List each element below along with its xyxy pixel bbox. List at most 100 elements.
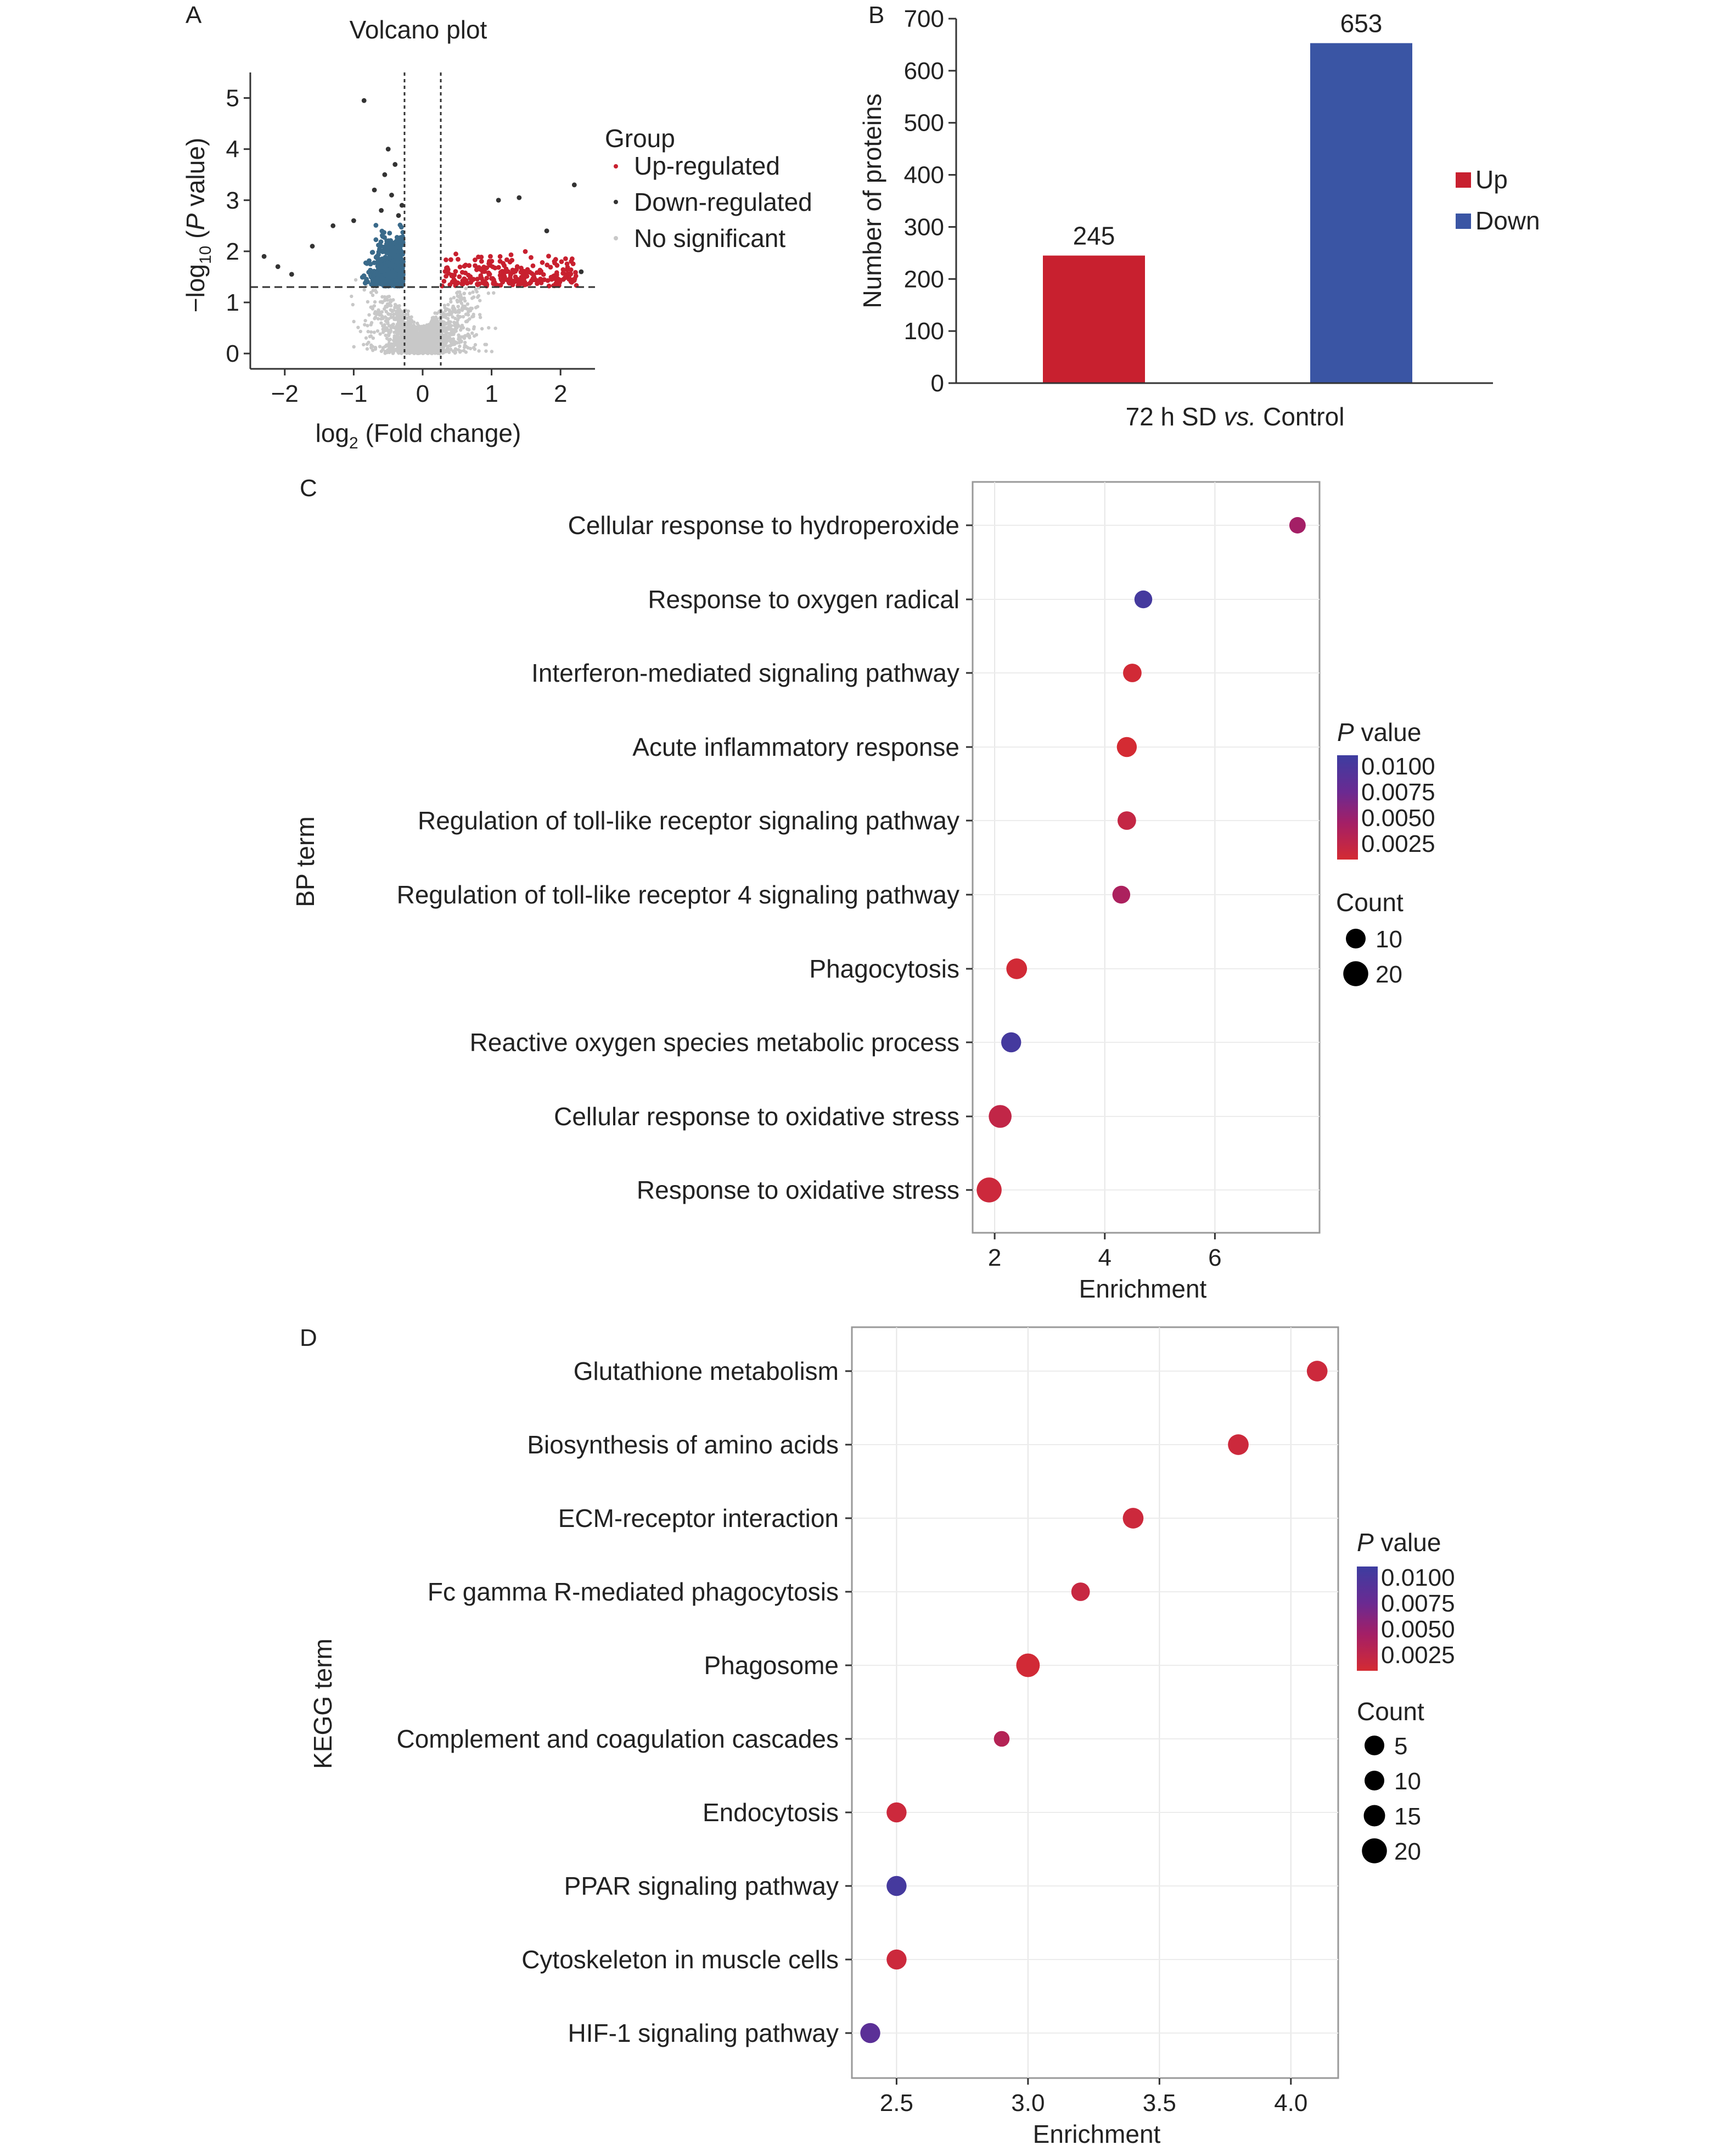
- volcano-point-down: [388, 279, 393, 285]
- legend-dot-ns: [614, 236, 618, 240]
- volcano-point-ns: [399, 341, 403, 345]
- volcano-point-outlier: [330, 223, 336, 228]
- volcano-point-down: [385, 244, 390, 250]
- volcano-point-ns: [409, 349, 413, 353]
- volcano-point-up: [475, 282, 480, 288]
- volcano-point-ns: [389, 298, 392, 302]
- volcano-point-down: [365, 279, 370, 284]
- volcano-point-up: [557, 277, 562, 283]
- volcano-point-ns: [392, 312, 396, 316]
- volcano-x-tick-label: −2: [271, 380, 299, 407]
- volcano-point-ns: [390, 323, 395, 327]
- bar-down: [1310, 43, 1412, 383]
- volcano-point-ns: [358, 329, 363, 334]
- volcano-point-ns: [385, 343, 389, 347]
- volcano-point-ns: [387, 302, 391, 306]
- volcano-point-up: [466, 272, 471, 278]
- volcano-y-tick-label: 2: [226, 238, 239, 265]
- volcano-point-ns: [387, 341, 391, 345]
- volcano-x-ticks: −2 −1 0 1 2: [271, 369, 567, 407]
- volcano-point-up: [498, 270, 503, 275]
- colorbar-tick-label: 0.0075: [1381, 1590, 1455, 1617]
- term-label: Phagosome: [704, 1651, 839, 1680]
- volcano-point-down: [390, 259, 396, 264]
- term-label: Regulation of toll-like receptor signali…: [418, 806, 959, 835]
- kegg-size-legend: Count 5 10 15 20: [1357, 1697, 1424, 1865]
- bar-y-tick-label: 200: [904, 266, 944, 293]
- volcano-point-ns: [416, 345, 420, 350]
- volcano-point-ns: [429, 328, 433, 332]
- bp-dot-plot: Cellular response to hydroperoxide Respon…: [291, 481, 1435, 1303]
- volcano-legend: Group Up-regulated Down-regulated No sig…: [605, 124, 812, 252]
- volcano-point-ns: [389, 308, 392, 312]
- volcano-point-up: [444, 273, 448, 279]
- volcano-point-ns: [407, 324, 411, 328]
- volcano-point-ns: [464, 345, 468, 349]
- volcano-point-down: [398, 240, 403, 245]
- volcano-point-up: [461, 280, 467, 285]
- volcano-point-ns: [397, 319, 401, 323]
- volcano-point-up: [502, 263, 507, 268]
- volcano-point-ns: [470, 331, 474, 335]
- volcano-point-ns: [445, 349, 448, 353]
- volcano-point-up: [554, 270, 559, 276]
- volcano-point-up: [451, 277, 457, 282]
- volcano-point-ns: [448, 347, 453, 351]
- volcano-point-ns: [433, 316, 437, 321]
- bar-bars: 245 653: [1043, 9, 1412, 383]
- volcano-point-ns: [480, 327, 484, 331]
- x-tick-label: 3.5: [1143, 2090, 1176, 2116]
- volcano-point-outlier: [396, 213, 401, 218]
- size-key-label: 20: [1394, 1838, 1421, 1865]
- volcano-point-ns: [385, 317, 389, 321]
- volcano-point-ns: [456, 323, 459, 327]
- volcano-point-ns: [426, 331, 430, 335]
- volcano-point-ns: [458, 296, 463, 300]
- bar-legend-swatch-down: [1456, 214, 1471, 229]
- volcano-point-down: [361, 273, 367, 278]
- volcano-point-up: [545, 278, 551, 283]
- volcano-point-ns: [450, 330, 454, 334]
- volcano-point-outlier: [389, 193, 394, 198]
- volcano-point-ns: [428, 345, 433, 349]
- volcano-point-down: [383, 263, 388, 269]
- volcano-point-ns: [407, 321, 411, 324]
- volcano-point-down: [383, 272, 388, 278]
- volcano-point-ns: [457, 316, 461, 320]
- volcano-plot: Volcano plot −2 −1 0 1 2 0 1 2 3 4 5 log2 (Fold c…: [181, 15, 812, 452]
- volcano-point-ns: [492, 291, 496, 295]
- volcano-point-ns: [367, 313, 371, 317]
- bar-y-tick-label: 400: [904, 162, 944, 189]
- volcano-point-down: [394, 235, 400, 240]
- volcano-point-down: [373, 223, 379, 228]
- volcano-point-up: [447, 282, 453, 288]
- volcano-point-ns: [464, 319, 468, 324]
- volcano-point-ns: [476, 294, 481, 298]
- volcano-point-ns: [490, 350, 494, 353]
- volcano-point-ns: [443, 344, 447, 347]
- term-label: Biosynthesis of amino acids: [527, 1430, 839, 1459]
- bp-plot-panel: [972, 481, 1321, 1234]
- volcano-point-ns: [387, 334, 391, 338]
- volcano-point-up: [478, 273, 484, 278]
- volcano-point-outlier: [579, 269, 584, 274]
- size-key-label: 10: [1376, 926, 1402, 953]
- x-tick-label: 2: [988, 1244, 1001, 1271]
- volcano-point-up: [561, 271, 566, 276]
- enrichment-dot: [1306, 1361, 1328, 1382]
- volcano-point-up: [513, 279, 518, 284]
- volcano-point-ns: [405, 316, 409, 320]
- volcano-point-ns: [456, 305, 461, 308]
- enrichment-dot: [1071, 1582, 1090, 1601]
- volcano-point-ns: [441, 313, 445, 317]
- volcano-point-up: [538, 276, 543, 282]
- volcano-point-down: [388, 241, 394, 246]
- volcano-point-ns: [398, 308, 402, 312]
- volcano-point-ns: [478, 313, 482, 317]
- volcano-point-down: [395, 282, 401, 288]
- volcano-point-ns: [441, 338, 446, 342]
- volcano-point-ns: [356, 325, 360, 329]
- kegg-colorbar-title: P value: [1357, 1528, 1441, 1557]
- volcano-point-up: [489, 276, 494, 281]
